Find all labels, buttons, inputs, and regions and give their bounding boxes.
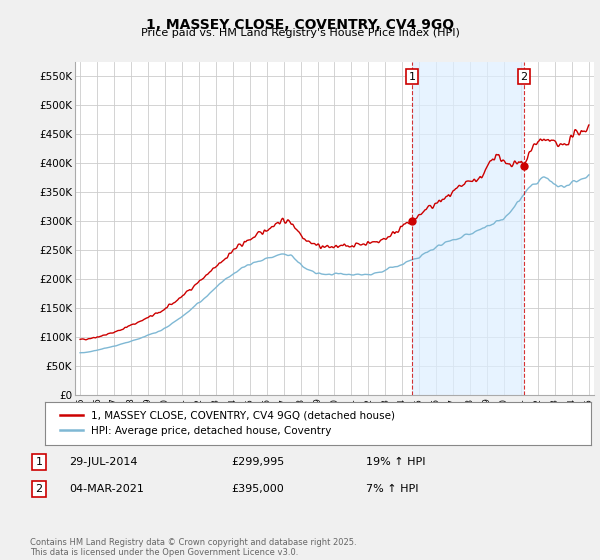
Legend: 1, MASSEY CLOSE, COVENTRY, CV4 9GQ (detached house), HPI: Average price, detache: 1, MASSEY CLOSE, COVENTRY, CV4 9GQ (deta… (56, 407, 399, 440)
Bar (412, 62, 524, 395)
Text: 29-JUL-2014: 29-JUL-2014 (69, 457, 137, 467)
Text: Price paid vs. HM Land Registry's House Price Index (HPI): Price paid vs. HM Land Registry's House … (140, 28, 460, 38)
Text: 04-MAR-2021: 04-MAR-2021 (69, 484, 144, 494)
Text: 1: 1 (35, 457, 43, 467)
Text: £299,995: £299,995 (231, 457, 284, 467)
Text: 19% ↑ HPI: 19% ↑ HPI (366, 457, 425, 467)
Text: 1, MASSEY CLOSE, COVENTRY, CV4 9GQ: 1, MASSEY CLOSE, COVENTRY, CV4 9GQ (146, 18, 454, 32)
Text: 1: 1 (409, 72, 416, 82)
Text: 2: 2 (35, 484, 43, 494)
Text: 2: 2 (520, 72, 527, 82)
Text: 7% ↑ HPI: 7% ↑ HPI (366, 484, 419, 494)
Text: £395,000: £395,000 (231, 484, 284, 494)
Text: Contains HM Land Registry data © Crown copyright and database right 2025.
This d: Contains HM Land Registry data © Crown c… (30, 538, 356, 557)
